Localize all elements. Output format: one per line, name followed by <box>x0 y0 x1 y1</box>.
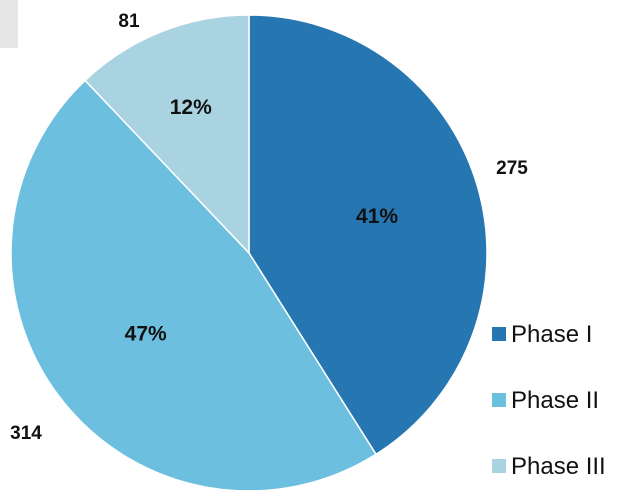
legend-swatch <box>492 327 506 341</box>
percent-labels: 41% 47% 12% <box>125 96 399 345</box>
legend-label: Phase II <box>511 387 599 414</box>
pie-slice-phase-i <box>248 14 488 456</box>
legend-label: Phase III <box>511 453 606 480</box>
percent-label: 12% <box>170 96 212 119</box>
legend: Phase I Phase II Phase III <box>492 321 606 480</box>
corner-tab <box>0 0 18 48</box>
percent-label: 41% <box>356 205 398 228</box>
count-labels: 275 314 81 <box>10 11 528 444</box>
legend-label: Phase I <box>511 321 592 348</box>
pie-slices <box>10 14 488 490</box>
percent-label: 47% <box>125 322 167 345</box>
legend-swatch <box>492 459 506 473</box>
legend-swatch <box>492 393 506 407</box>
pie-slice-phase-iii <box>84 14 250 255</box>
count-label: 275 <box>496 158 528 179</box>
count-label: 314 <box>10 423 42 444</box>
pie-slice-phase-ii <box>10 79 377 490</box>
count-label: 81 <box>118 11 140 32</box>
